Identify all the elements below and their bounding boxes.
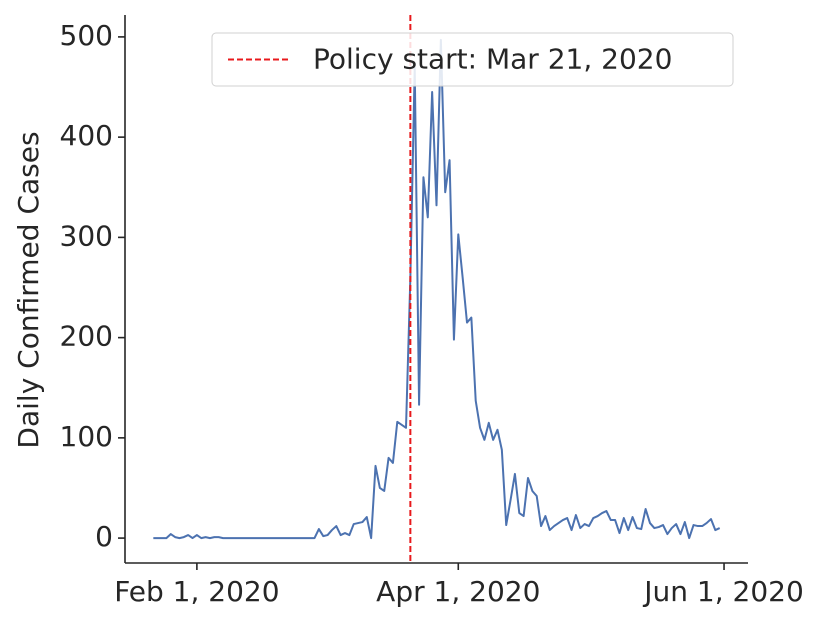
y-tick-label: 400	[60, 119, 113, 152]
y-tick-label: 0	[95, 520, 113, 553]
y-tick-label: 500	[60, 19, 113, 52]
x-tick-label: Jun 1, 2020	[642, 575, 804, 608]
y-axis-label: Daily Confirmed Cases	[12, 131, 45, 448]
x-tick-label: Apr 1, 2020	[376, 575, 540, 608]
y-tick-label: 300	[60, 219, 113, 252]
legend-label: Policy start: Mar 21, 2020	[313, 43, 672, 76]
data-line	[153, 38, 721, 540]
legend-box	[211, 32, 734, 87]
y-tick-label: 200	[60, 320, 113, 353]
x-tick-label: Feb 1, 2020	[114, 575, 279, 608]
y-tick-label: 100	[60, 420, 113, 453]
legend: Policy start: Mar 21, 2020	[211, 32, 734, 87]
